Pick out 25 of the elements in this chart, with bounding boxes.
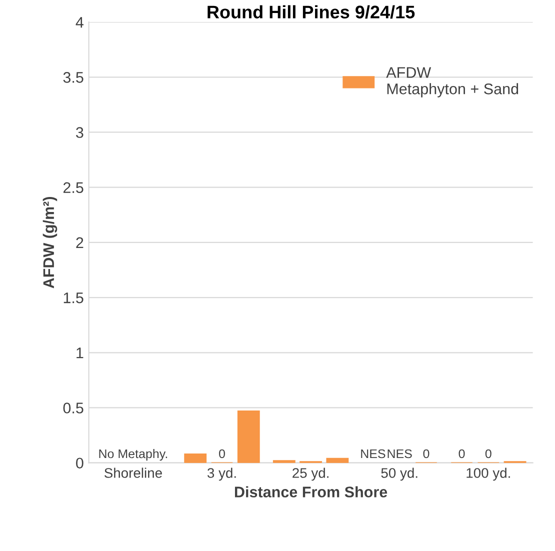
y-tick-label: 3.5	[63, 72, 84, 83]
data-label: 0	[458, 449, 465, 458]
chart-title: Round Hill Pines 9/24/15	[208, 5, 415, 19]
text: NES	[361, 449, 386, 458]
y-tick-label: 0	[76, 458, 84, 469]
x-tick-label: Shoreline	[104, 468, 162, 478]
data-label: 0	[485, 449, 492, 458]
data-label: 0	[219, 449, 225, 458]
y-tick-label: 4	[76, 17, 84, 28]
x-tick-label: 50 yd.	[381, 468, 418, 481]
y-tick-label: 1	[76, 348, 84, 358]
x-tick-label: 100 yd.	[466, 468, 510, 481]
y-tick-label: 2.5	[63, 182, 84, 194]
y-axis-title: AFDW (g/m²)	[42, 196, 58, 288]
y-tick-label: 3	[76, 127, 84, 138]
y-tick-label: 0.5	[63, 402, 84, 414]
y-tick-label: 1.5	[64, 292, 84, 304]
y-tick-label: 2	[76, 237, 84, 248]
text: NES	[388, 449, 412, 458]
text: No Metaphy.	[99, 448, 168, 461]
x-tick-label: 25 yd.	[292, 468, 328, 481]
x-axis-title: Distance From Shore	[234, 486, 388, 498]
data-label: 0	[423, 449, 430, 458]
x-tick-label: 3 yd.	[207, 468, 236, 481]
legend-label: AFDW Metaphyton + Sand	[386, 67, 518, 98]
